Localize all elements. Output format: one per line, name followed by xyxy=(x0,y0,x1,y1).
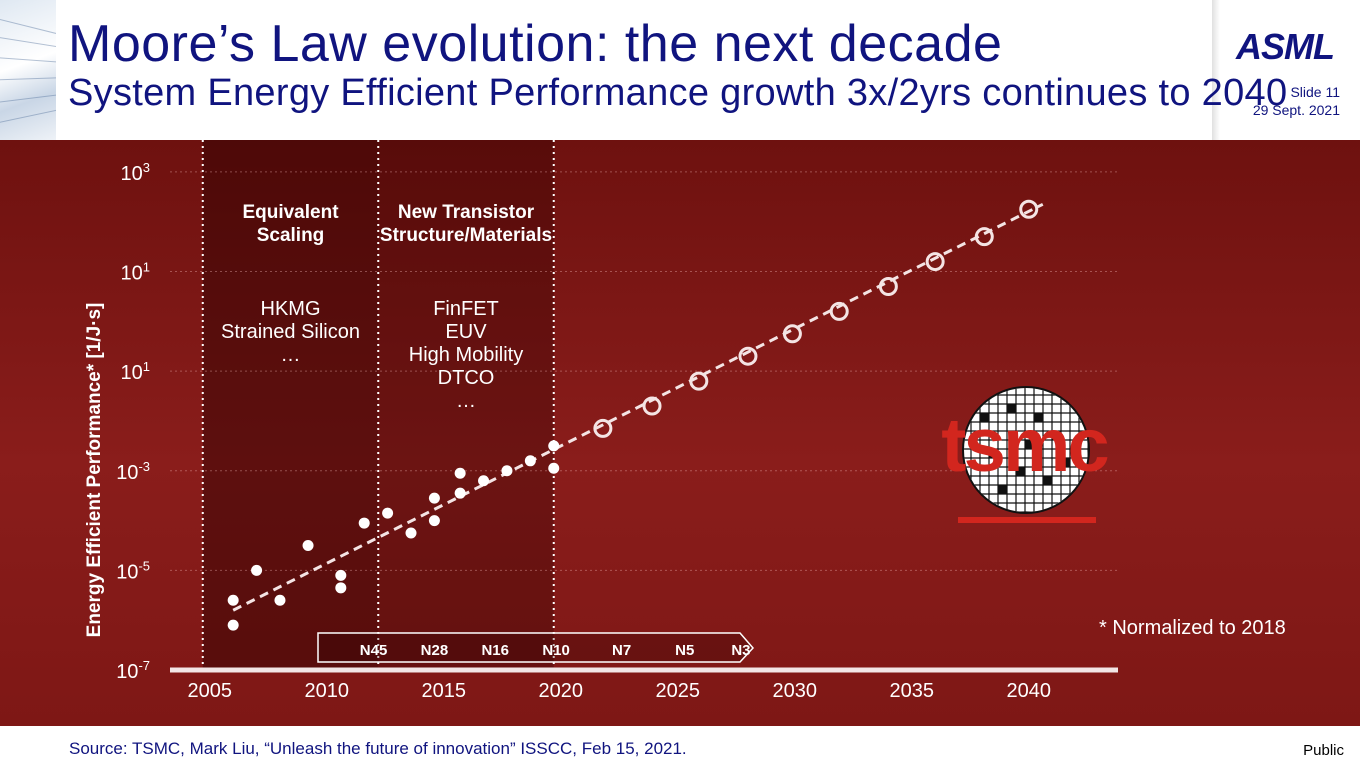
wafer-die xyxy=(980,413,989,422)
projected-data-point xyxy=(689,371,709,391)
decor-line xyxy=(0,76,56,81)
projected-data-point xyxy=(878,276,898,296)
projected-data-point xyxy=(974,227,994,247)
technology-node-label: N5 xyxy=(675,642,694,659)
technology-node-label: N16 xyxy=(481,642,509,659)
technology-node-label: N45 xyxy=(360,642,388,659)
technology-node-label: N7 xyxy=(612,642,631,659)
technology-node-label: N28 xyxy=(421,642,449,659)
normalization-note: * Normalized to 2018 xyxy=(1099,617,1286,639)
region-item: Strained Silicon xyxy=(221,321,360,343)
region-item: EUV xyxy=(445,321,487,343)
region-item: … xyxy=(281,344,301,366)
historical-data-point xyxy=(454,487,466,499)
region-item: … xyxy=(456,390,476,412)
classification-label: Public xyxy=(1303,742,1344,759)
historical-data-point xyxy=(251,564,263,576)
asml-logo: ASML xyxy=(1236,26,1335,67)
y-axis-title: Energy Efficient Performance* [1/J·s] xyxy=(84,303,105,638)
tsmc-logo-underline xyxy=(958,517,1096,523)
projected-data-point xyxy=(829,301,849,321)
x-tick-label: 2035 xyxy=(889,680,934,702)
slide-title: Moore’s Law evolution: the next decade xyxy=(68,15,1003,73)
region-heading: Equivalent xyxy=(242,202,339,223)
projected-data-point xyxy=(782,324,802,344)
decor-line xyxy=(0,90,56,105)
decor-line xyxy=(0,103,56,127)
y-tick-label: 101 xyxy=(121,260,150,285)
technology-node-label: N10 xyxy=(542,642,570,659)
wafer-die xyxy=(1007,404,1016,413)
x-tick-label: 2015 xyxy=(422,680,467,702)
historical-data-point xyxy=(428,492,440,504)
slide-date: 29 Sept. 2021 xyxy=(1252,102,1340,118)
decor-line xyxy=(0,34,56,53)
technology-node-label: N3 xyxy=(731,642,750,659)
x-tick-label: 2030 xyxy=(773,680,818,702)
source-citation: Source: TSMC, Mark Liu, “Unleash the fut… xyxy=(69,739,687,758)
slide-subtitle: System Energy Efficient Performance grow… xyxy=(68,72,1288,114)
y-tick-label: 10-5 xyxy=(116,558,150,583)
historical-data-point xyxy=(454,467,466,479)
projected-data-point xyxy=(738,346,758,366)
historical-data-point xyxy=(478,475,490,487)
historical-data-point xyxy=(227,594,239,606)
chart-panel xyxy=(0,140,1360,726)
wafer-die xyxy=(989,449,998,458)
historical-data-point xyxy=(335,569,347,581)
wafer-die xyxy=(1025,440,1034,449)
historical-data-point xyxy=(335,582,347,594)
header-decoration xyxy=(0,0,56,140)
x-tick-label: 2020 xyxy=(539,680,584,702)
region-heading: New Transistor xyxy=(398,202,535,223)
decor-line xyxy=(0,56,56,65)
historical-data-point xyxy=(524,455,536,467)
projected-data-point xyxy=(925,252,945,272)
node-roadmap-arrow xyxy=(317,632,755,663)
wafer-outline xyxy=(962,386,1090,514)
historical-data-point xyxy=(428,515,440,527)
region-heading: Structure/Materials xyxy=(380,225,552,246)
slide-header: Moore’s Law evolution: the next decade S… xyxy=(0,0,1360,140)
historical-data-point xyxy=(405,527,417,539)
x-tick-label: 2040 xyxy=(1006,680,1051,702)
projected-data-point xyxy=(642,396,662,416)
y-tick-label: 10-7 xyxy=(116,658,150,683)
wafer-die xyxy=(1034,413,1043,422)
wafer-die xyxy=(1016,467,1025,476)
header-divider xyxy=(1212,0,1220,140)
wafer-die xyxy=(998,485,1007,494)
projected-data-point xyxy=(593,418,613,438)
historical-data-point xyxy=(548,462,560,474)
historical-data-point xyxy=(501,465,513,477)
wafer-die xyxy=(1043,476,1052,485)
region-item: DTCO xyxy=(438,367,495,389)
technology-region xyxy=(378,140,554,670)
decor-line xyxy=(0,14,56,42)
slide-number: Slide 11 xyxy=(1290,84,1340,100)
wafer-disc xyxy=(963,387,1089,513)
historical-data-point xyxy=(227,619,239,631)
wafer-die xyxy=(1061,458,1070,467)
region-item: HKMG xyxy=(261,298,321,320)
wafer-die xyxy=(1052,431,1061,440)
x-tick-label: 2025 xyxy=(656,680,701,702)
y-tick-label: 103 xyxy=(121,160,150,185)
region-item: FinFET xyxy=(433,298,499,320)
trend-line xyxy=(232,202,1044,612)
historical-data-point xyxy=(548,440,560,452)
projected-data-point xyxy=(1019,199,1039,219)
historical-data-point xyxy=(274,594,286,606)
x-tick-label: 2010 xyxy=(305,680,350,702)
moores-law-chart: 103 101 101 10-3 10-5 10-7 Energy Efficient Pe… xyxy=(84,140,1286,702)
historical-data-point xyxy=(382,507,394,519)
region-heading: Scaling xyxy=(257,225,325,246)
region-item: High Mobility xyxy=(409,344,523,366)
historical-data-point xyxy=(358,517,370,529)
y-tick-label: 10-3 xyxy=(116,459,150,484)
tsmc-logo-text: tsmc xyxy=(941,403,1108,488)
x-tick-label: 2005 xyxy=(188,680,233,702)
y-tick-label: 101 xyxy=(121,359,150,384)
historical-data-point xyxy=(302,539,314,551)
